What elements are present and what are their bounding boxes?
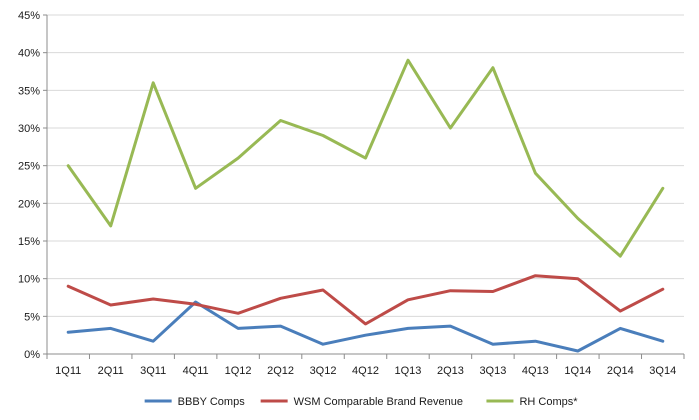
legend-label: WSM Comparable Brand Revenue bbox=[294, 396, 463, 408]
x-tick-label: 2Q11 bbox=[98, 365, 124, 377]
x-tick-label: 4Q12 bbox=[352, 365, 379, 377]
tick-labels: 0% 5% 10% 15% 20% 25% 30% 35% 40% 45% 1Q11 2Q11 3Q11… bbox=[18, 10, 676, 377]
y-tick-label: 45% bbox=[18, 10, 40, 22]
y-tick-label: 10% bbox=[18, 274, 40, 286]
legend-item: RH Comps* bbox=[486, 396, 578, 408]
y-tick-label: 20% bbox=[18, 198, 40, 210]
y-tick-label: 5% bbox=[24, 311, 40, 323]
legend: BBBY Comps WSM Comparable Brand Revenue RH… bbox=[144, 396, 578, 408]
axes bbox=[43, 14, 685, 359]
y-tick-label: 40% bbox=[18, 48, 40, 60]
x-tick-label: 4Q11 bbox=[183, 365, 209, 377]
y-tick-label: 30% bbox=[18, 123, 40, 135]
legend-label: RH Comps* bbox=[519, 396, 578, 408]
legend-item: BBBY Comps bbox=[144, 396, 246, 408]
series-lines bbox=[66, 58, 665, 353]
x-tick-label: 1Q14 bbox=[564, 365, 591, 377]
legend-label: BBBY Comps bbox=[178, 396, 246, 408]
x-tick-label: 3Q13 bbox=[479, 365, 506, 377]
x-tick-label: 2Q14 bbox=[607, 365, 634, 377]
x-tick-label: 3Q14 bbox=[649, 365, 676, 377]
x-tick-label: 3Q12 bbox=[310, 365, 337, 377]
x-tick-label: 1Q12 bbox=[225, 365, 252, 377]
series-line-3 bbox=[66, 58, 665, 258]
series-line-1 bbox=[66, 300, 665, 353]
x-tick-label: 3Q11 bbox=[140, 365, 166, 377]
y-tick-label: 0% bbox=[24, 349, 40, 361]
x-tick-label: 1Q13 bbox=[395, 365, 422, 377]
x-tick-label: 1Q11 bbox=[55, 365, 81, 377]
gridlines bbox=[47, 14, 684, 317]
y-tick-label: 15% bbox=[18, 236, 40, 248]
series-line-2 bbox=[66, 274, 665, 326]
x-tick-label: 2Q13 bbox=[437, 365, 464, 377]
y-tick-label: 25% bbox=[18, 161, 40, 173]
x-tick-label: 2Q12 bbox=[267, 365, 294, 377]
y-tick-label: 35% bbox=[18, 85, 40, 97]
x-tick-label: 4Q13 bbox=[522, 365, 549, 377]
legend-item: WSM Comparable Brand Revenue bbox=[260, 396, 463, 408]
